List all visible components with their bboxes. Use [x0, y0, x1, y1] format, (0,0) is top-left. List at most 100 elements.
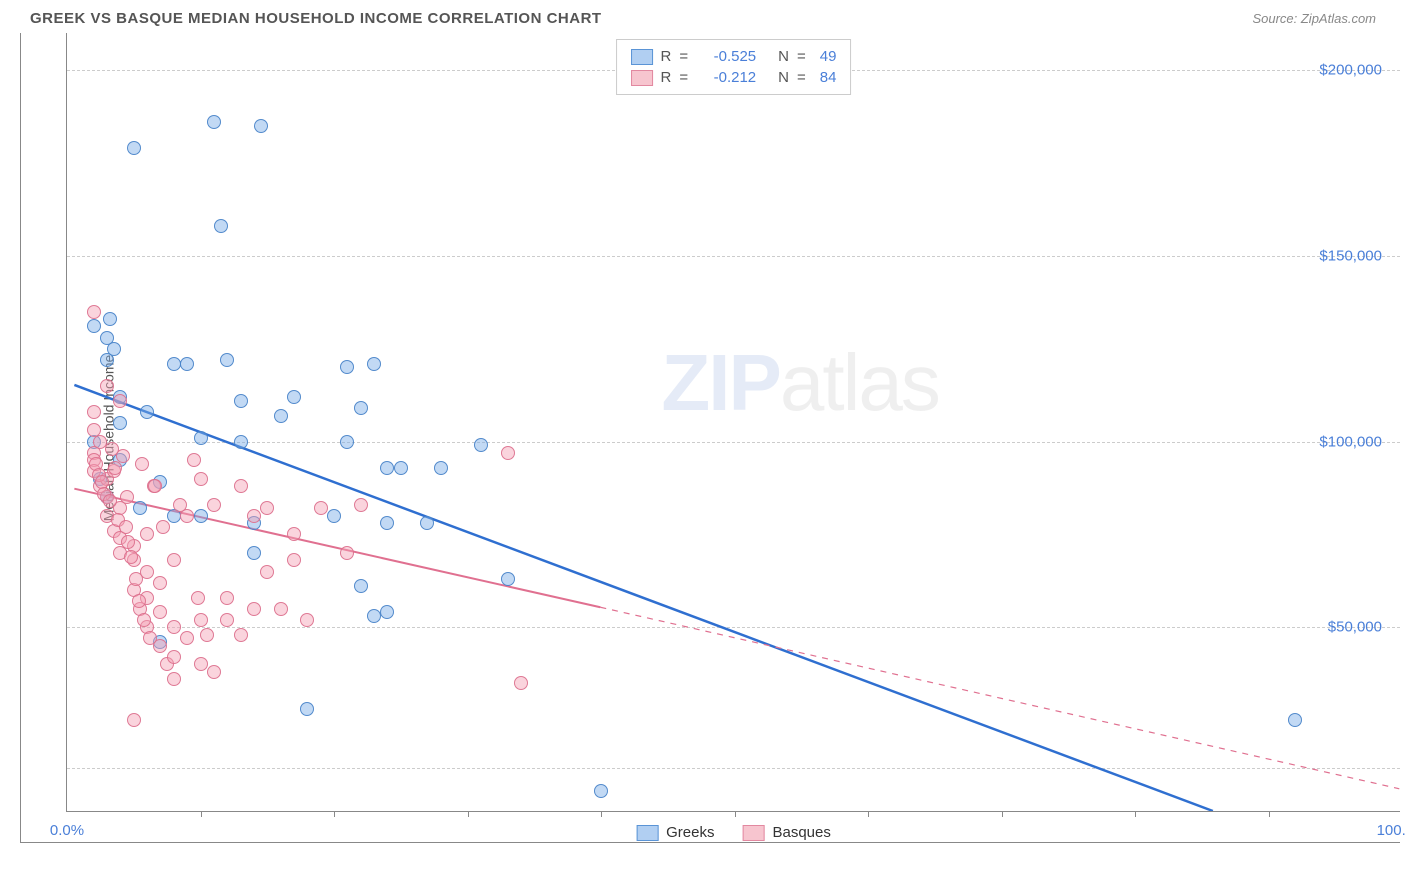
- data-point: [340, 546, 354, 560]
- r-value-basques: -0.212: [696, 69, 756, 86]
- data-point: [180, 631, 194, 645]
- data-point: [137, 613, 151, 627]
- data-point: [103, 312, 117, 326]
- data-point: [194, 657, 208, 671]
- swatch-blue: [631, 49, 653, 65]
- data-point: [220, 353, 234, 367]
- data-point: [135, 457, 149, 471]
- data-point: [340, 360, 354, 374]
- legend-row-greeks: R= -0.525 N= 49: [631, 46, 837, 67]
- data-point: [234, 435, 248, 449]
- legend-item-greeks: Greeks: [636, 824, 714, 841]
- data-point: [167, 672, 181, 686]
- data-point: [394, 461, 408, 475]
- legend-label-basques: Basques: [772, 824, 830, 841]
- data-point: [234, 628, 248, 642]
- data-point: [194, 472, 208, 486]
- grid-line: [67, 768, 1400, 769]
- data-point: [300, 613, 314, 627]
- data-point: [173, 498, 187, 512]
- data-point: [514, 676, 528, 690]
- grid-line: [67, 256, 1400, 257]
- data-point: [153, 605, 167, 619]
- data-point: [247, 546, 261, 560]
- data-point: [194, 613, 208, 627]
- data-point: [1288, 713, 1302, 727]
- chart-source: Source: ZipAtlas.com: [1252, 11, 1376, 26]
- data-point: [167, 620, 181, 634]
- x-tick-mark: [601, 811, 602, 817]
- data-point: [287, 553, 301, 567]
- data-point: [167, 650, 181, 664]
- x-tick-mark: [1135, 811, 1136, 817]
- data-point: [380, 461, 394, 475]
- data-point: [367, 357, 381, 371]
- data-point: [367, 609, 381, 623]
- data-point: [260, 501, 274, 515]
- data-point: [354, 401, 368, 415]
- data-point: [167, 357, 181, 371]
- data-point: [127, 713, 141, 727]
- data-point: [140, 527, 154, 541]
- data-point: [207, 665, 221, 679]
- data-point: [103, 494, 117, 508]
- data-point: [314, 501, 328, 515]
- n-value-basques: 84: [820, 69, 837, 86]
- data-point: [129, 572, 143, 586]
- data-point: [124, 550, 138, 564]
- data-point: [340, 435, 354, 449]
- data-point: [191, 591, 205, 605]
- data-point: [87, 405, 101, 419]
- data-point: [187, 453, 201, 467]
- data-point: [247, 509, 261, 523]
- swatch-blue-icon: [636, 825, 658, 841]
- data-point: [167, 553, 181, 567]
- data-point: [234, 394, 248, 408]
- data-point: [274, 409, 288, 423]
- data-point: [100, 379, 114, 393]
- data-point: [120, 490, 134, 504]
- data-point: [287, 390, 301, 404]
- plot-area: ZIPatlas R= -0.525 N= 49 R= -0.212 N= 84: [66, 33, 1400, 812]
- watermark: ZIPatlas: [661, 337, 938, 429]
- data-point: [434, 461, 448, 475]
- data-point: [220, 591, 234, 605]
- legend-row-basques: R= -0.212 N= 84: [631, 67, 837, 88]
- y-tick-label: $150,000: [1319, 247, 1382, 264]
- data-point: [380, 605, 394, 619]
- series-legend: Greeks Basques: [636, 824, 831, 841]
- data-point: [234, 479, 248, 493]
- data-point: [113, 416, 127, 430]
- data-point: [327, 509, 341, 523]
- data-point: [133, 501, 147, 515]
- y-tick-label: $100,000: [1319, 433, 1382, 450]
- data-point: [300, 702, 314, 716]
- data-point: [247, 602, 261, 616]
- data-point: [380, 516, 394, 530]
- x-tick-mark: [868, 811, 869, 817]
- data-point: [119, 520, 133, 534]
- chart-header: GREEK VS BASQUE MEDIAN HOUSEHOLD INCOME …: [10, 10, 1396, 33]
- data-point: [156, 520, 170, 534]
- data-point: [207, 498, 221, 512]
- data-point: [287, 527, 301, 541]
- grid-line: [67, 627, 1400, 628]
- data-point: [594, 784, 608, 798]
- x-tick-mark: [334, 811, 335, 817]
- n-value-greeks: 49: [820, 48, 837, 65]
- data-point: [207, 115, 221, 129]
- y-tick-label: $200,000: [1319, 62, 1382, 79]
- data-point: [87, 305, 101, 319]
- data-point: [132, 594, 146, 608]
- data-point: [116, 449, 130, 463]
- data-point: [214, 219, 228, 233]
- data-point: [140, 405, 154, 419]
- y-tick-label: $50,000: [1328, 619, 1382, 636]
- data-point: [107, 342, 121, 356]
- x-tick-label: 0.0%: [50, 822, 84, 839]
- chart-title: GREEK VS BASQUE MEDIAN HOUSEHOLD INCOME …: [30, 10, 602, 27]
- data-point: [354, 498, 368, 512]
- r-value-greeks: -0.525: [696, 48, 756, 65]
- grid-line: [67, 442, 1400, 443]
- x-tick-mark: [1002, 811, 1003, 817]
